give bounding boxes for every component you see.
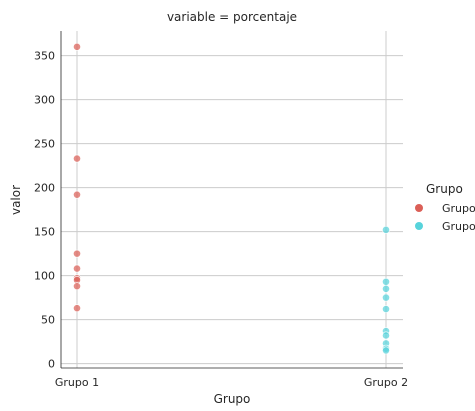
data-point <box>73 190 81 199</box>
y-tick-label: 250 <box>34 138 55 151</box>
data-point <box>73 282 81 291</box>
data-point <box>382 277 390 286</box>
data-point <box>382 284 390 293</box>
grid-lines <box>61 31 403 368</box>
data-points <box>73 42 390 355</box>
y-tick-label: 150 <box>34 226 55 239</box>
legend-label: Grupo 2 <box>442 220 475 233</box>
data-point <box>382 293 390 302</box>
y-tick-label: 200 <box>34 182 55 195</box>
data-point <box>73 154 81 163</box>
axes <box>60 31 403 369</box>
y-tick-label: 350 <box>34 50 55 63</box>
x-tick-label: Grupo 1 <box>55 376 99 389</box>
legend-marker <box>415 222 423 230</box>
x-tick-labels: Grupo 1 Grupo 2 <box>55 376 408 389</box>
data-point <box>73 264 81 273</box>
data-point <box>73 42 81 51</box>
y-tick-label: 50 <box>41 314 55 327</box>
data-point <box>382 225 390 234</box>
x-axis-title: Grupo <box>214 392 251 406</box>
legend-marker <box>415 204 423 212</box>
legend: Grupo Grupo 1 Grupo 2 <box>415 182 475 233</box>
y-tick-label: 100 <box>34 270 55 283</box>
chart-title: variable = porcentaje <box>167 10 297 24</box>
x-tick-label: Grupo 2 <box>364 376 408 389</box>
y-tick-labels: 0 50 100 150 200 250 300 350 <box>34 50 55 371</box>
data-point <box>382 346 390 355</box>
y-tick-label: 300 <box>34 94 55 107</box>
data-point <box>382 305 390 313</box>
legend-entries: Grupo 1 Grupo 2 <box>415 202 475 233</box>
y-axis-title: valor <box>9 185 23 215</box>
legend-label: Grupo 1 <box>442 202 475 215</box>
data-point <box>382 331 390 340</box>
legend-title: Grupo <box>426 182 463 196</box>
data-point <box>73 249 81 258</box>
y-tick-label: 0 <box>48 358 55 371</box>
data-point <box>73 304 81 313</box>
